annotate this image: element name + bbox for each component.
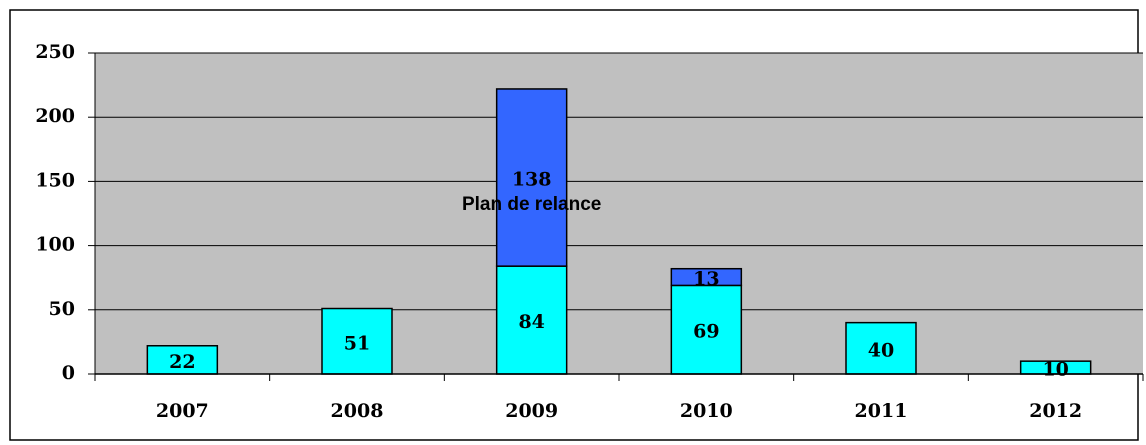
annotation: Plan de relance — [462, 194, 601, 215]
data-label: 69 — [693, 321, 719, 343]
data-label: 51 — [344, 332, 370, 354]
y-tick-label: 150 — [35, 169, 75, 191]
x-tick-label: 2012 — [1029, 400, 1082, 422]
x-tick-label: 2007 — [156, 400, 209, 422]
y-tick-label: 0 — [62, 362, 75, 384]
data-label: 22 — [169, 351, 195, 373]
data-label: 10 — [1042, 359, 1068, 381]
data-label: 84 — [518, 311, 544, 333]
x-tick-label: 2008 — [331, 400, 384, 422]
data-label: 13 — [693, 268, 719, 290]
bar-segment — [495, 88, 568, 267]
data-label: 40 — [868, 339, 894, 361]
y-tick-label: 100 — [35, 234, 75, 256]
data-label: 138 — [512, 169, 552, 191]
bar-segment — [670, 267, 743, 287]
x-tick-label: 2011 — [855, 400, 908, 422]
x-tick-label: 2009 — [505, 400, 558, 422]
bar-segment — [321, 307, 393, 375]
y-tick-label: 250 — [35, 41, 75, 63]
x-tick-label: 2010 — [680, 400, 733, 422]
bar-segment — [146, 345, 219, 375]
plot-background — [95, 53, 1143, 374]
y-tick-label: 200 — [35, 105, 75, 127]
bar-segment — [495, 265, 568, 375]
bar-segment — [845, 321, 917, 375]
y-tick-label: 50 — [49, 298, 75, 320]
